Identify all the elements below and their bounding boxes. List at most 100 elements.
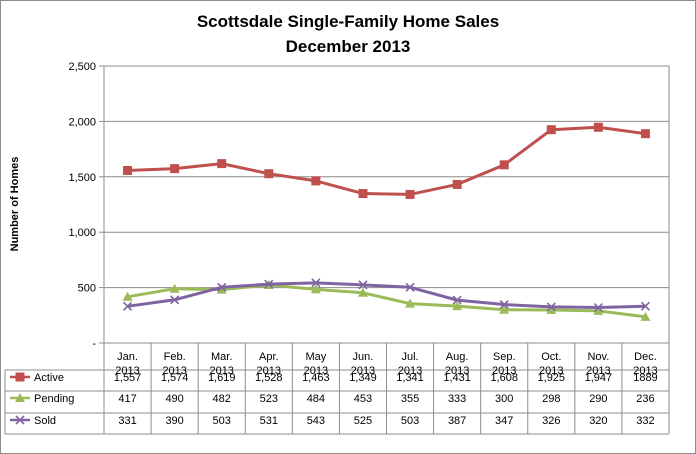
table-cell-value: 1,619	[208, 372, 236, 384]
x-tick-label: Jul.	[401, 351, 418, 363]
data-point-active	[311, 176, 321, 186]
x-tick-label-year: 2013	[257, 365, 281, 377]
table-cell-value: 484	[307, 393, 325, 405]
x-tick-label: Feb.	[164, 351, 186, 363]
series-line-sold	[127, 281, 646, 310]
x-tick-label-year: 2013	[162, 365, 186, 377]
table-cell-value: 326	[542, 415, 560, 427]
y-tick-label: -	[92, 338, 96, 350]
data-point-active	[123, 165, 133, 175]
legend-key-marker	[15, 372, 25, 382]
table-cell-value: 1,341	[396, 372, 424, 384]
data-point-active	[452, 179, 462, 189]
table-cell-value: 1,947	[585, 372, 613, 384]
chart-title: Scottsdale Single-Family Home Sales	[197, 12, 499, 31]
x-tick-label-year: 2013	[492, 365, 516, 377]
x-tick-label-year: 2013	[539, 365, 563, 377]
table-cell-value: 347	[495, 415, 513, 427]
table-cell-value: 525	[354, 415, 372, 427]
x-tick-label: Dec.	[634, 351, 657, 363]
data-point-active	[499, 160, 509, 170]
data-point-pending	[357, 287, 368, 297]
data-point-pending	[546, 304, 557, 314]
table-cell-value: 332	[636, 415, 654, 427]
y-tick-label: 500	[78, 283, 96, 295]
table-cell-value: 531	[260, 415, 278, 427]
data-point-active	[264, 169, 274, 179]
table-cell-value: 300	[495, 393, 513, 405]
legend-key-marker	[15, 393, 25, 402]
data-point-pending	[593, 305, 604, 315]
table-cell-value: 1,608	[490, 372, 518, 384]
table-cell-value: 298	[542, 393, 560, 405]
legend-label: Pending	[34, 393, 74, 405]
x-tick-label-year: 2013	[633, 365, 657, 377]
table-cell-value: 482	[213, 393, 231, 405]
data-point-pending	[405, 298, 416, 308]
table-cell-value: 290	[589, 393, 607, 405]
table-cell-value: 453	[354, 393, 372, 405]
table-cell-value: 1,463	[302, 372, 330, 384]
x-tick-label-year: 2013	[115, 365, 139, 377]
y-tick-label: 2,000	[68, 116, 96, 128]
table-cell-value: 1889	[633, 372, 657, 384]
table-cell-value: 387	[448, 415, 466, 427]
table-cell-value: 523	[260, 393, 278, 405]
series-line-pending	[127, 283, 646, 319]
data-point-pending	[499, 304, 510, 314]
data-point-pending	[640, 311, 651, 321]
data-point-pending	[122, 291, 133, 301]
x-tick-label: May	[305, 351, 326, 363]
data-point-pending	[169, 283, 180, 293]
data-point-sold-stroke	[358, 280, 368, 290]
data-point-active	[546, 125, 556, 135]
x-tick-label: Nov.	[587, 351, 609, 363]
legend-label: Active	[34, 372, 64, 384]
table-cell-value: 543	[307, 415, 325, 427]
series-line-active	[127, 125, 646, 196]
data-point-sold-stroke	[311, 278, 321, 288]
data-point-sold-stroke	[405, 282, 415, 292]
x-tick-label-year: 2013	[351, 365, 375, 377]
table-cell-value: 1,925	[538, 372, 566, 384]
table-cell-value: 503	[213, 415, 231, 427]
table-cell-value: 320	[589, 415, 607, 427]
x-tick-label: Mar.	[211, 351, 232, 363]
y-tick-label: 1,000	[68, 227, 96, 239]
data-point-sold-stroke	[264, 279, 274, 289]
data-point-sold-stroke	[640, 301, 651, 311]
x-tick-label-year: 2013	[304, 365, 328, 377]
data-point-pending	[216, 284, 227, 294]
table-cell-value: 490	[165, 393, 183, 405]
data-point-pending	[310, 284, 321, 294]
x-tick-label: Aug.	[446, 351, 469, 363]
table-cell-value: 355	[401, 393, 419, 405]
table-cell-value: 236	[636, 393, 654, 405]
table-cell-value: 417	[118, 393, 136, 405]
x-tick-label: Apr.	[259, 351, 279, 363]
table-cell-value: 1,431	[443, 372, 471, 384]
x-tick-label-year: 2013	[398, 365, 422, 377]
table-cell-value: 1,557	[114, 372, 142, 384]
x-tick-label: Jun.	[353, 351, 374, 363]
table-cell-value: 331	[118, 415, 136, 427]
data-point-active	[217, 159, 227, 169]
data-point-sold-stroke	[122, 301, 133, 311]
data-point-sold-stroke	[170, 295, 180, 305]
data-point-sold-stroke	[217, 282, 227, 292]
table-cell-value: 1,528	[255, 372, 283, 384]
legend-key-marker-stroke	[15, 415, 25, 425]
x-tick-label: Sep.	[493, 351, 516, 363]
table-cell-value: 390	[165, 415, 183, 427]
data-point-sold-stroke	[546, 302, 556, 312]
data-point-active	[170, 164, 180, 174]
data-point-sold-stroke	[593, 302, 603, 313]
table-cell-value: 503	[401, 415, 419, 427]
data-point-pending	[452, 301, 463, 311]
legend-label: Sold	[34, 415, 56, 427]
table-cell-value: 333	[448, 393, 466, 405]
x-tick-label-year: 2013	[209, 365, 233, 377]
data-point-active	[405, 189, 415, 199]
